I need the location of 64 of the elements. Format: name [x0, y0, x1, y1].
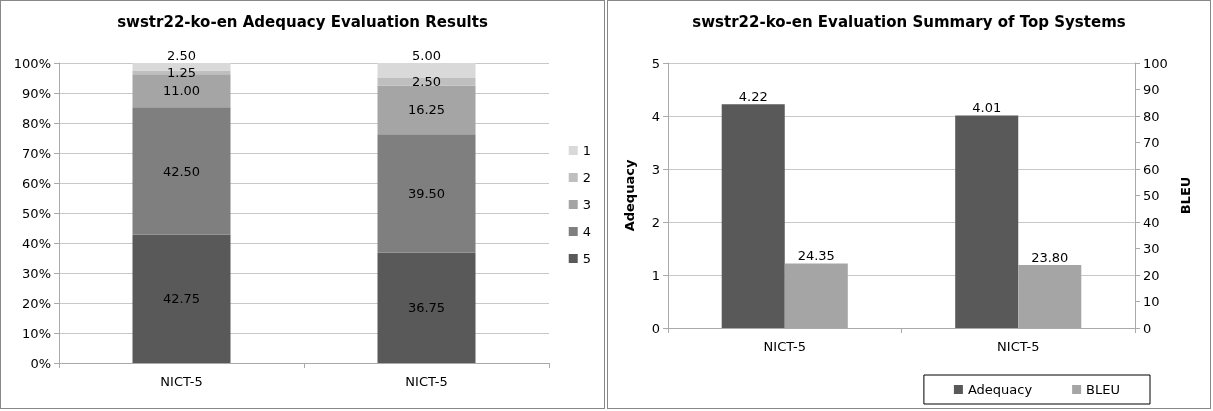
- data-label: 1.25: [167, 64, 196, 80]
- data-label: 42.50: [162, 163, 201, 179]
- y-tick-label: 20%: [22, 295, 51, 311]
- bar: [132, 107, 231, 235]
- y-tick-label: 40%: [22, 235, 51, 251]
- y2-tick-label: 40: [1143, 214, 1160, 230]
- data-label: 16.25: [407, 102, 446, 118]
- chart-title: swstr22-ko-en Adequacy Evaluation Results: [117, 12, 488, 31]
- y-tick-label: 4: [651, 108, 660, 124]
- y2-tick-label: 30: [1143, 241, 1160, 256]
- bar: [377, 252, 476, 363]
- y2-tick-label: 70: [1143, 135, 1160, 150]
- y2-axis-title: BLEU: [1177, 176, 1193, 215]
- legend-label: Adequacy: [967, 382, 1033, 397]
- y-tick-label: 70%: [22, 145, 51, 161]
- bar: [377, 85, 476, 135]
- data-label: 42.75: [162, 291, 201, 307]
- y2-tick-label: 80: [1143, 108, 1160, 124]
- y2-tick-label: 60: [1143, 161, 1160, 177]
- y-tick-label: 0: [651, 320, 660, 336]
- y-tick-label: 60%: [22, 175, 51, 191]
- y-tick-label: 100%: [13, 55, 51, 71]
- bar: [377, 78, 476, 86]
- data-label: 11.00: [162, 83, 201, 99]
- legend-label: 1: [582, 143, 592, 158]
- legend-label: 4: [582, 224, 592, 239]
- y2-tick-label: 100: [1143, 55, 1168, 71]
- bar: [377, 63, 476, 78]
- y2-tick-label: 90: [1143, 82, 1160, 97]
- y2-tick-label: 20: [1143, 267, 1160, 283]
- y-tick-label: 90%: [22, 85, 51, 101]
- bar: [377, 134, 476, 253]
- x-tick-label: NICT-5: [763, 339, 806, 354]
- y-tick-label: 1: [651, 267, 660, 283]
- data-label: 2.50: [412, 74, 441, 90]
- data-label: 4.22: [738, 89, 768, 105]
- data-label: 5.00: [412, 48, 441, 63]
- bar: [132, 234, 231, 363]
- y-tick-label: 3: [651, 161, 660, 177]
- data-label: 4.01: [972, 100, 1002, 116]
- y-tick-label: 50%: [22, 205, 51, 221]
- y-tick-label: 0%: [30, 355, 51, 371]
- y-tick-label: 10%: [22, 325, 51, 341]
- legend-label: BLEU: [1086, 382, 1120, 397]
- y2-tick-label: 10: [1143, 294, 1160, 309]
- x-tick-label: NICT-5: [160, 374, 203, 389]
- data-label: 36.75: [407, 300, 446, 316]
- x-tick-label: NICT-5: [405, 374, 448, 389]
- y-axis-title: Adequacy: [622, 159, 637, 232]
- y2-tick-label: 0: [1143, 320, 1152, 336]
- legend-label: 5: [582, 251, 592, 266]
- x-tick-label: NICT-5: [997, 339, 1040, 354]
- y-tick-label: 2: [651, 214, 660, 230]
- legend-label: 3: [582, 197, 592, 212]
- y-tick-label: 30%: [22, 265, 51, 281]
- y-tick-label: 5: [651, 55, 660, 71]
- data-label: 23.80: [1031, 249, 1069, 265]
- y-tick-label: 80%: [22, 115, 51, 131]
- chart-title: swstr22-ko-en Evaluation Summary of Top Systems: [692, 12, 1126, 31]
- data-label: 24.35: [797, 248, 835, 264]
- y2-tick-label: 50: [1143, 188, 1160, 203]
- data-label: 2.50: [167, 48, 196, 63]
- data-label: 39.50: [407, 186, 446, 201]
- legend-label: 2: [582, 170, 592, 185]
